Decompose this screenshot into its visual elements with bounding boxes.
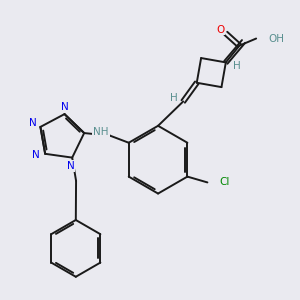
Text: N: N [67,161,74,171]
Text: H: H [170,93,178,103]
Text: Cl: Cl [220,177,230,188]
Text: O: O [216,25,224,34]
Text: N: N [29,118,37,128]
Text: OH: OH [268,34,284,44]
Text: N: N [61,102,68,112]
Text: H: H [233,61,241,71]
Text: NH: NH [93,127,109,137]
Text: N: N [32,150,40,161]
